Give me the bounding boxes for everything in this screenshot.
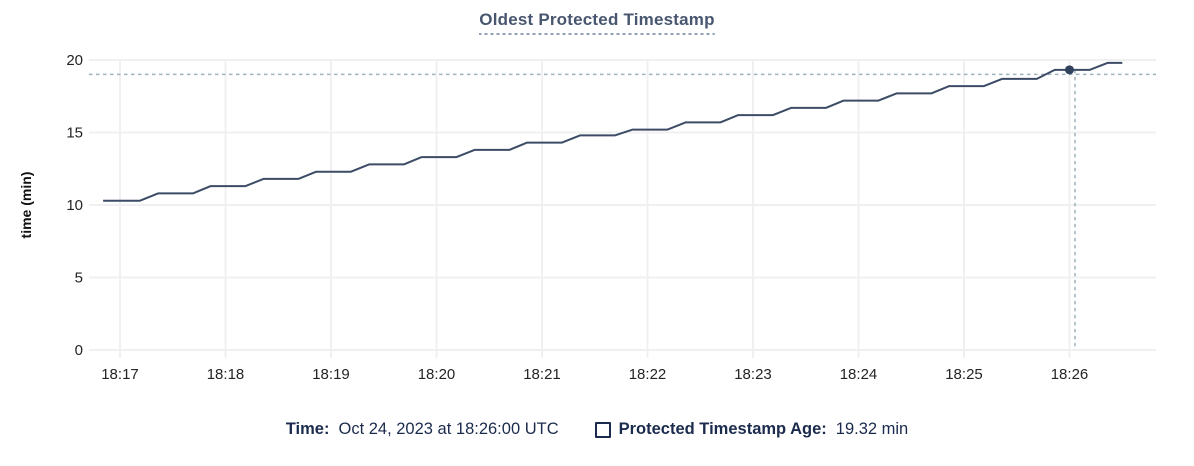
data-point-marker <box>1065 65 1074 75</box>
x-tick-label: 18:18 <box>207 366 245 383</box>
y-tick-label: 0 <box>75 342 83 359</box>
legend-time-item: Time: Oct 24, 2023 at 18:26:00 UTC <box>286 420 559 439</box>
x-tick-label: 18:20 <box>418 366 456 383</box>
y-tick-label: 10 <box>66 197 83 214</box>
chart-header: Oldest Protected Timestamp <box>0 10 1194 35</box>
chart-plot-area[interactable]: 0 5 10 15 20 18:17 18:18 18:19 18:20 18:21 18:22 18… <box>0 0 1194 400</box>
x-tick-label: 18:17 <box>101 366 139 383</box>
age-value: 19.32 min <box>835 420 909 438</box>
time-value: Oct 24, 2023 at 18:26:00 UTC <box>338 420 559 438</box>
x-tick-label: 18:21 <box>523 366 561 383</box>
legend-checkbox-icon[interactable] <box>594 421 611 438</box>
legend-age-item[interactable]: Protected Timestamp Age: 19.32 min <box>594 420 909 439</box>
chart-tooltip-legend: Time: Oct 24, 2023 at 18:26:00 UTC Prote… <box>0 420 1194 439</box>
y-tick-label: 15 <box>66 125 83 142</box>
x-tick-label: 18:25 <box>945 366 983 383</box>
series-line <box>103 61 1123 202</box>
age-label: Protected Timestamp Age: <box>618 420 827 438</box>
x-tick-label: 18:24 <box>840 366 878 383</box>
y-axis-title: time (min) <box>18 172 34 239</box>
x-tick-label: 18:26 <box>1051 366 1089 383</box>
x-tick-label: 18:22 <box>629 366 667 383</box>
time-label: Time: <box>285 420 330 438</box>
x-tick-label: 18:19 <box>312 366 350 383</box>
x-tick-label: 18:23 <box>734 366 772 383</box>
chart-title[interactable]: Oldest Protected Timestamp <box>479 10 715 35</box>
y-tick-label: 5 <box>75 270 83 287</box>
y-tick-label: 20 <box>66 52 83 69</box>
